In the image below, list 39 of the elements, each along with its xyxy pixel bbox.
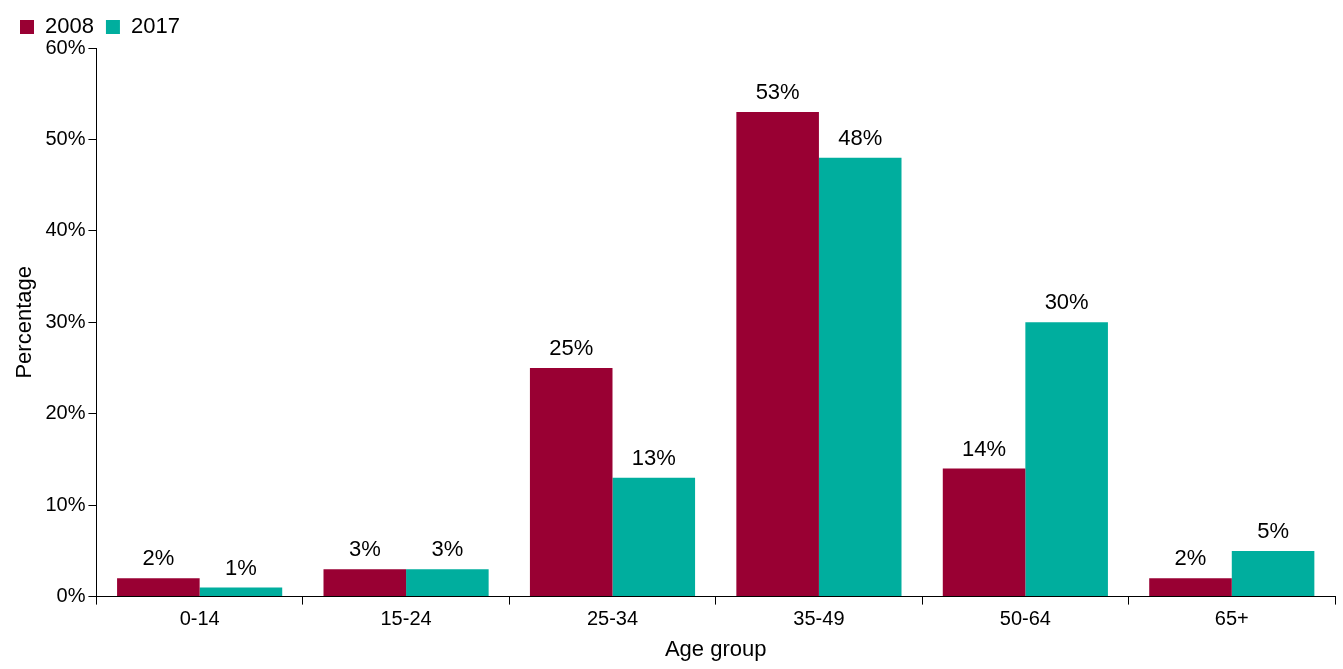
data-label: 48%	[838, 124, 883, 150]
bar	[1025, 322, 1108, 597]
bar	[612, 477, 696, 597]
bar	[323, 569, 407, 597]
bar	[1231, 550, 1315, 597]
data-label: 30%	[1044, 289, 1089, 315]
y-axis-title: Percentage	[11, 266, 37, 379]
legend-label: 2017	[130, 13, 180, 39]
y-tick-label: 0%	[56, 584, 86, 607]
bar	[529, 368, 613, 597]
x-tick-label: 65+	[1214, 607, 1249, 630]
x-axis-title: Age group	[664, 635, 767, 661]
y-tick-label: 30%	[45, 309, 86, 332]
data-label: 5%	[1257, 517, 1289, 543]
bar	[818, 157, 902, 597]
data-label: 2%	[1174, 545, 1207, 571]
bar	[406, 569, 489, 597]
data-label: 1%	[225, 554, 257, 580]
data-label: 3%	[431, 536, 464, 562]
y-tick-label: 20%	[45, 401, 86, 424]
bar	[117, 578, 200, 597]
x-tick-label: 35-49	[793, 607, 845, 630]
data-label: 13%	[631, 444, 676, 470]
bar	[1149, 578, 1232, 597]
bar	[199, 587, 283, 597]
bar	[942, 468, 1026, 597]
data-label: 3%	[348, 536, 381, 562]
data-label: 2%	[142, 545, 175, 571]
x-tick-label: 25-34	[586, 607, 639, 630]
x-tick-label: 15-24	[380, 607, 432, 630]
y-tick-label: 50%	[45, 126, 86, 149]
data-label: 53%	[755, 79, 800, 105]
x-tick-label: 50-64	[999, 607, 1051, 630]
y-tick-label: 10%	[45, 492, 86, 515]
x-tick-label: 0-14	[179, 607, 220, 630]
y-tick-label: 40%	[45, 218, 86, 241]
data-label: 25%	[549, 335, 594, 361]
data-label: 14%	[962, 435, 1007, 461]
bar	[736, 112, 819, 597]
